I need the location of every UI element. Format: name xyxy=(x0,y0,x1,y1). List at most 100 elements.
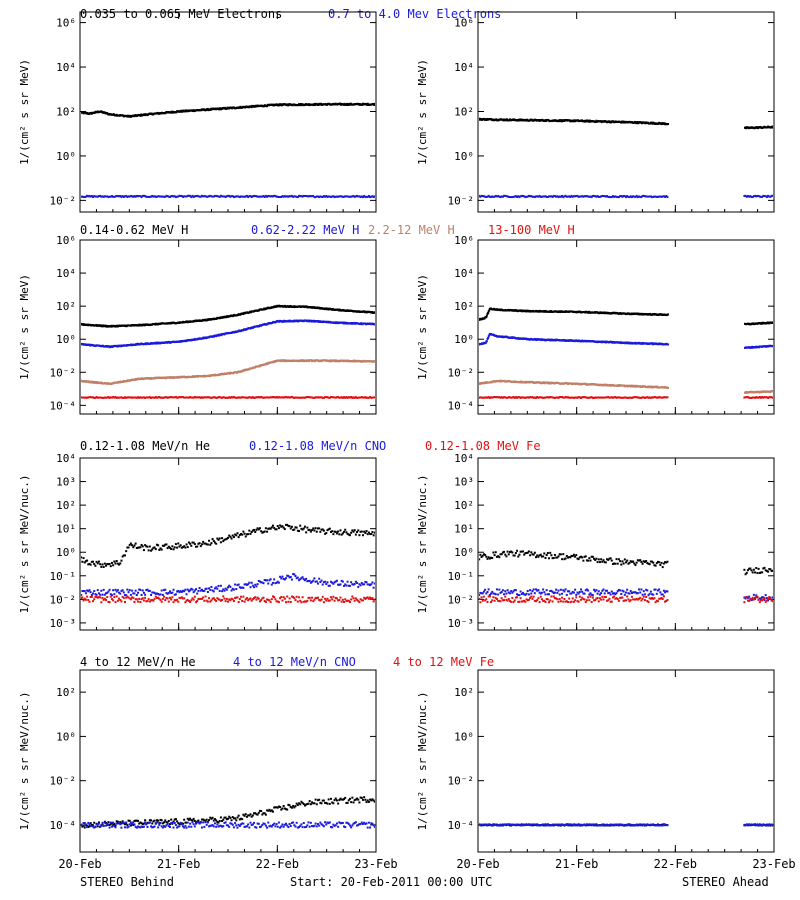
data-point xyxy=(139,113,142,116)
data-point xyxy=(350,531,353,534)
y-tick-label: 10⁴ xyxy=(454,267,474,280)
data-point xyxy=(369,533,372,536)
data-point xyxy=(289,195,292,198)
data-point xyxy=(236,195,239,198)
data-point xyxy=(106,396,109,399)
data-point xyxy=(82,590,85,593)
data-point xyxy=(213,194,216,197)
data-point xyxy=(133,544,136,547)
data-point xyxy=(322,195,325,198)
data-point xyxy=(219,541,222,544)
data-point xyxy=(275,395,278,398)
data-point xyxy=(595,195,598,198)
data-point xyxy=(119,592,122,595)
data-point xyxy=(507,396,510,399)
data-point xyxy=(192,396,195,399)
data-point xyxy=(102,565,105,568)
data-point xyxy=(526,396,529,399)
data-point xyxy=(572,396,575,399)
data-point xyxy=(202,590,205,593)
data-point xyxy=(498,195,501,198)
data-point xyxy=(337,396,340,399)
data-point xyxy=(635,122,638,125)
data-point xyxy=(164,588,167,591)
data-point xyxy=(354,533,357,536)
data-point xyxy=(499,196,502,199)
data-point xyxy=(113,396,116,399)
data-point xyxy=(247,533,250,536)
data-point xyxy=(276,396,279,399)
data-point xyxy=(167,591,170,594)
data-point xyxy=(573,119,576,122)
data-point xyxy=(640,396,643,399)
data-point xyxy=(333,396,336,399)
data-point xyxy=(197,589,200,592)
data-point xyxy=(105,396,108,399)
data-point xyxy=(581,195,584,198)
data-point xyxy=(110,561,113,564)
data-point xyxy=(127,546,130,549)
data-point xyxy=(279,524,282,527)
data-point xyxy=(348,534,351,537)
data-point xyxy=(332,533,335,536)
data-point xyxy=(749,195,752,198)
data-point xyxy=(116,589,119,592)
data-point xyxy=(307,529,310,532)
data-point xyxy=(119,562,122,565)
data-point xyxy=(630,396,633,399)
data-point xyxy=(613,195,616,198)
y-axis-label: 1/(cm² s sr MeV) xyxy=(18,274,31,380)
data-point xyxy=(196,396,199,399)
data-point xyxy=(519,195,522,198)
data-point xyxy=(231,195,234,198)
data-point xyxy=(754,194,757,197)
data-point xyxy=(300,527,303,530)
data-point xyxy=(370,533,373,536)
data-point xyxy=(155,543,158,546)
data-point xyxy=(145,195,148,198)
data-point xyxy=(227,194,229,197)
data-point xyxy=(371,396,374,399)
data-point xyxy=(195,195,198,198)
data-point xyxy=(208,587,211,590)
data-point xyxy=(276,195,279,198)
data-point xyxy=(269,527,272,530)
data-point xyxy=(626,396,629,399)
data-point xyxy=(309,195,312,198)
data-point xyxy=(771,390,773,393)
data-point xyxy=(135,396,138,399)
data-point xyxy=(174,543,177,546)
plot-area xyxy=(479,117,773,199)
data-point xyxy=(759,195,762,198)
data-point xyxy=(512,396,515,399)
data-point xyxy=(135,194,138,197)
data-point xyxy=(487,194,490,197)
data-point xyxy=(248,396,251,399)
data-point xyxy=(505,195,508,198)
data-point xyxy=(655,396,658,399)
data-point xyxy=(145,545,148,548)
data-point xyxy=(303,396,306,399)
data-point xyxy=(270,396,273,399)
data-point xyxy=(235,195,238,198)
data-point xyxy=(155,592,158,595)
data-point xyxy=(240,396,243,399)
data-point xyxy=(559,396,562,399)
data-point xyxy=(331,195,334,198)
data-point xyxy=(358,396,361,399)
data-point xyxy=(609,196,612,199)
data-point xyxy=(745,195,748,198)
data-point xyxy=(500,396,503,399)
data-point xyxy=(667,386,670,389)
data-point xyxy=(492,396,495,399)
data-point xyxy=(183,396,186,399)
data-point xyxy=(92,196,95,199)
data-point xyxy=(487,335,490,338)
data-point xyxy=(180,546,183,549)
data-point xyxy=(484,195,487,198)
data-point xyxy=(328,527,331,530)
data-point xyxy=(184,396,187,399)
data-point xyxy=(523,195,526,198)
data-point xyxy=(608,196,611,199)
data-point xyxy=(583,195,586,198)
